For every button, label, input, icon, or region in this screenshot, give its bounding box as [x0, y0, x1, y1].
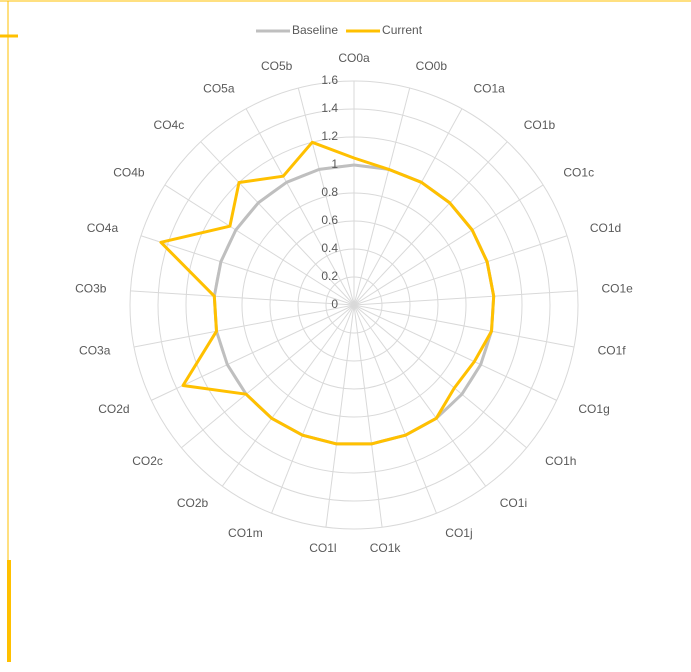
category-label: CO5b: [261, 59, 293, 73]
spoke: [353, 87, 411, 306]
spoke: [325, 304, 355, 528]
series-line: [159, 140, 496, 446]
category-label: CO1a: [473, 82, 505, 96]
spoke: [353, 304, 557, 401]
spoke: [353, 141, 508, 306]
r-tick-label: 0.8: [321, 185, 338, 199]
legend-label: Baseline: [292, 23, 338, 37]
category-label: CO1c: [563, 165, 594, 179]
spoke: [271, 304, 355, 514]
category-label: CO1f: [598, 343, 627, 357]
spoke: [164, 184, 355, 306]
spoke: [133, 304, 355, 348]
spoke: [353, 304, 437, 514]
category-label: CO1g: [578, 402, 609, 416]
category-label: CO1d: [590, 221, 621, 235]
spoke: [297, 87, 355, 306]
category-label: CO4c: [154, 118, 185, 132]
category-label: CO3b: [75, 282, 107, 296]
spoke: [245, 108, 355, 306]
category-label: CO1l: [309, 541, 336, 555]
category-label: CO0a: [338, 51, 370, 65]
spoke: [353, 304, 527, 449]
category-label: CO2b: [177, 496, 209, 510]
spoke: [200, 141, 355, 306]
category-label: CO1i: [500, 496, 527, 510]
category-label: CO1k: [370, 541, 402, 555]
r-tick-label: 0.2: [321, 269, 338, 283]
r-tick-label: 1.6: [321, 73, 338, 87]
category-label: CO1m: [228, 526, 263, 540]
spoke: [353, 235, 568, 306]
category-label: CO0b: [416, 59, 448, 73]
r-tick-label: 1.2: [321, 129, 338, 143]
spoke: [353, 304, 487, 487]
category-label: CO2c: [132, 454, 163, 468]
category-label: CO3a: [79, 343, 111, 357]
spoke: [140, 235, 355, 306]
r-tick-label: 0.6: [321, 213, 338, 227]
spoke: [353, 304, 575, 348]
spoke: [130, 290, 355, 306]
category-label: CO1e: [602, 282, 634, 296]
spoke: [353, 184, 544, 306]
category-label: CO5a: [203, 82, 235, 96]
r-tick-label: 0.4: [321, 241, 338, 255]
category-label: CO1j: [445, 526, 472, 540]
r-tick-label: 1.4: [321, 101, 338, 115]
category-label: CO4a: [87, 221, 119, 235]
r-tick-label: 0: [331, 297, 338, 311]
category-label: CO1b: [524, 118, 556, 132]
category-label: CO2d: [98, 402, 129, 416]
grid: [129, 80, 579, 530]
category-label: CO4b: [113, 165, 145, 179]
spoke: [353, 304, 383, 528]
spoke: [181, 304, 355, 449]
r-tick-label: 1: [331, 157, 338, 171]
legend-label: Current: [382, 23, 423, 37]
spoke: [353, 108, 463, 306]
spoke: [353, 290, 578, 306]
series-lines: [159, 140, 496, 446]
spoke: [221, 304, 355, 487]
category-label: CO1h: [545, 454, 576, 468]
